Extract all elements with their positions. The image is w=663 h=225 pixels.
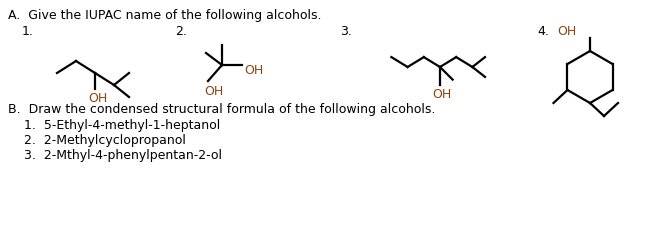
Text: OH: OH [88, 92, 107, 105]
Text: 4.: 4. [537, 25, 549, 38]
Text: 3.  2-Mthyl-4-phenylpentan-2-ol: 3. 2-Mthyl-4-phenylpentan-2-ol [24, 149, 222, 162]
Text: 1.: 1. [22, 25, 34, 38]
Text: 2.  2-Methylcyclopropanol: 2. 2-Methylcyclopropanol [24, 134, 186, 147]
Text: OH: OH [204, 85, 223, 98]
Text: OH: OH [432, 88, 452, 101]
Text: 2.: 2. [175, 25, 187, 38]
Text: OH: OH [244, 63, 263, 76]
Text: OH: OH [557, 25, 576, 38]
Text: 3.: 3. [340, 25, 352, 38]
Text: B.  Draw the condensed structural formula of the following alcohols.: B. Draw the condensed structural formula… [8, 103, 436, 116]
Text: 1.  5-Ethyl-4-methyl-1-heptanol: 1. 5-Ethyl-4-methyl-1-heptanol [24, 119, 220, 132]
Text: A.  Give the IUPAC name of the following alcohols.: A. Give the IUPAC name of the following … [8, 9, 322, 22]
